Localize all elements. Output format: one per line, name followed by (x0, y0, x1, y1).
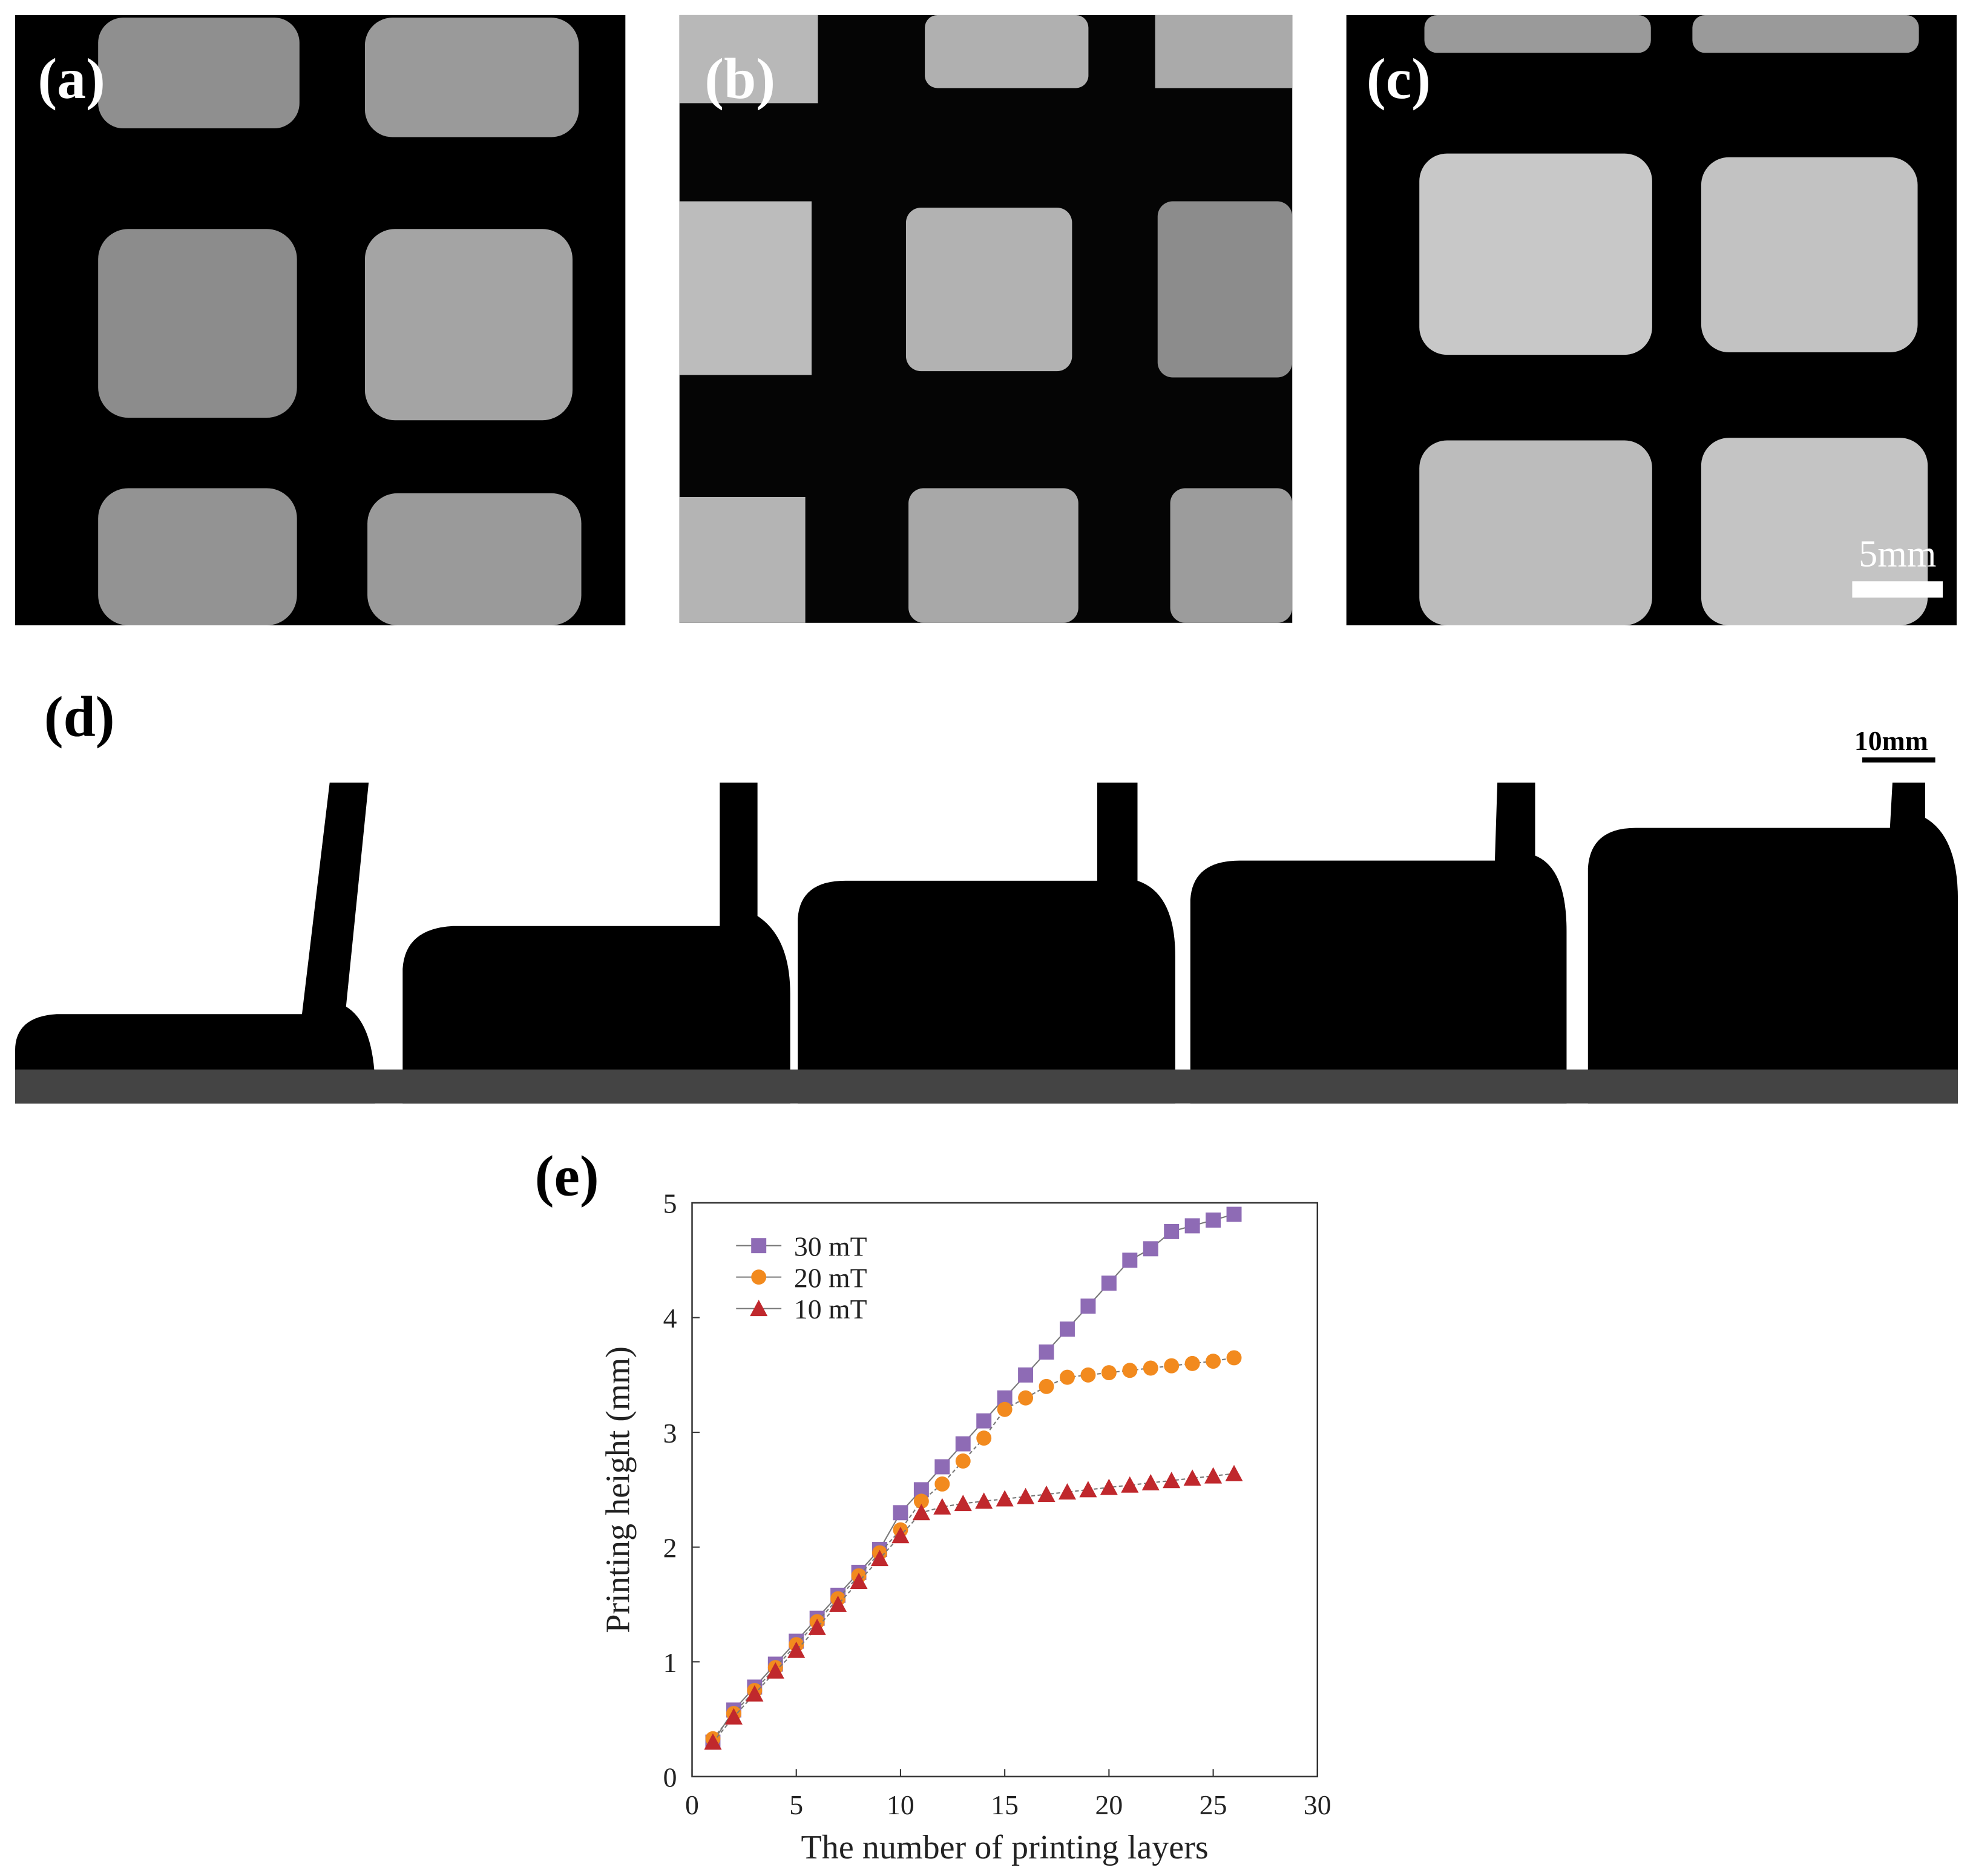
data-point (955, 1436, 971, 1452)
y-tick-label: 3 (663, 1418, 677, 1449)
data-point (1101, 1365, 1117, 1381)
data-point (1121, 1476, 1139, 1493)
data-point (933, 1498, 951, 1515)
data-point (1039, 1344, 1054, 1360)
data-point (1184, 1218, 1200, 1234)
x-tick-label: 0 (685, 1789, 699, 1820)
legend-marker (750, 1300, 768, 1317)
data-point (1184, 1355, 1200, 1371)
data-point (1122, 1252, 1138, 1268)
data-point (912, 1504, 930, 1521)
data-point (1143, 1360, 1158, 1376)
data-point (1058, 1483, 1077, 1500)
data-point (1060, 1321, 1075, 1337)
data-point (870, 1550, 889, 1567)
x-tick-label: 5 (789, 1789, 803, 1820)
legend-marker (751, 1269, 767, 1285)
data-point (1080, 1367, 1096, 1383)
data-point (893, 1505, 908, 1521)
data-point (1164, 1358, 1180, 1374)
y-tick-label: 2 (663, 1532, 677, 1563)
data-point (913, 1493, 929, 1509)
data-point (1101, 1275, 1117, 1291)
data-point (1060, 1369, 1075, 1385)
y-tick-label: 1 (663, 1647, 677, 1678)
data-point (1225, 1464, 1243, 1481)
legend-label: 10 mT (794, 1294, 867, 1325)
data-point (996, 1490, 1014, 1507)
x-tick-label: 30 (1304, 1789, 1331, 1820)
data-point (1204, 1467, 1223, 1484)
data-point (1143, 1241, 1158, 1257)
data-point (850, 1573, 868, 1590)
data-point (1100, 1478, 1118, 1495)
panel-label: (e) (535, 1144, 599, 1208)
data-point (976, 1430, 992, 1446)
y-tick-label: 4 (663, 1303, 677, 1334)
data-point (1122, 1363, 1138, 1378)
series-line (712, 1473, 1235, 1743)
scale-label: 5mm (1859, 533, 1936, 574)
scale-bar (1862, 757, 1935, 763)
scale-label: 10mm (1854, 725, 1928, 756)
data-point (975, 1492, 993, 1509)
data-point (1018, 1367, 1034, 1383)
data-point (955, 1453, 971, 1469)
data-point (1226, 1350, 1242, 1366)
panel-label: (a) (38, 47, 105, 111)
data-point (1037, 1485, 1055, 1502)
data-point (808, 1618, 826, 1635)
data-point (891, 1527, 910, 1544)
y-tick-label: 5 (663, 1188, 677, 1219)
photo-a (15, 15, 626, 625)
y-axis-label: Printing height (mm) (600, 1346, 637, 1633)
series-line (712, 1357, 1235, 1739)
data-point (954, 1495, 972, 1512)
series-line (712, 1213, 1235, 1743)
legend-label: 20 mT (794, 1262, 867, 1293)
data-point (1017, 1487, 1035, 1504)
legend-marker (751, 1238, 767, 1254)
data-point (1206, 1212, 1221, 1228)
panel-label: (d) (44, 685, 115, 749)
photo-d (15, 782, 1958, 1104)
data-point (766, 1662, 784, 1679)
legend-label: 30 mT (794, 1231, 867, 1262)
photo-b (679, 15, 1293, 623)
x-tick-label: 20 (1095, 1789, 1123, 1820)
data-point (1206, 1354, 1221, 1369)
chart: (e) 0 5 10 15 20 25 30 0 1 2 3 4 5 The number of prin… (535, 1144, 1331, 1866)
panel-label: (b) (704, 47, 775, 111)
data-point (1226, 1206, 1242, 1222)
data-point (1080, 1298, 1096, 1314)
panel-label: (c) (1367, 47, 1431, 111)
data-point (934, 1459, 950, 1475)
data-point (1018, 1390, 1034, 1406)
data-point (1163, 1472, 1181, 1489)
data-point (1141, 1473, 1160, 1491)
data-point (724, 1708, 743, 1725)
x-tick-label: 15 (991, 1789, 1019, 1820)
data-point (1079, 1481, 1097, 1498)
data-point (976, 1413, 992, 1429)
x-axis-label: The number of printing layers (801, 1829, 1209, 1866)
data-point (1039, 1378, 1054, 1394)
data-point (829, 1595, 847, 1612)
data-point (1183, 1469, 1201, 1486)
x-tick-label: 10 (887, 1789, 914, 1820)
photo-c (1346, 15, 1957, 625)
data-point (787, 1641, 806, 1658)
data-point (704, 1733, 722, 1750)
plot-frame (691, 1202, 1319, 1778)
x-tick-label: 25 (1200, 1789, 1227, 1820)
data-point (746, 1685, 764, 1702)
data-point (997, 1401, 1013, 1417)
data-point (934, 1476, 950, 1492)
y-tick-label: 0 (663, 1762, 677, 1792)
data-point (1164, 1223, 1180, 1239)
